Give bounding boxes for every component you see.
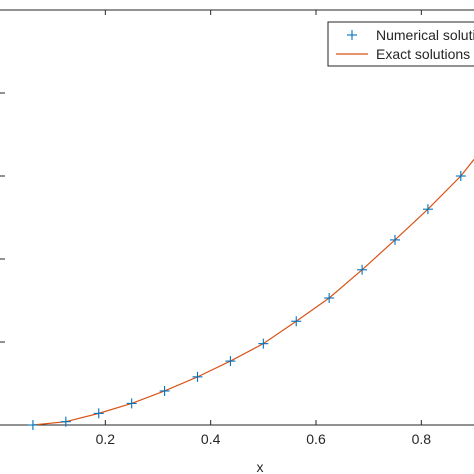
numerical-solution-point [27,420,38,430]
x-ticks: 0.2 0.4 0.6 0.8 [96,10,432,447]
numerical-solution-point [422,204,433,215]
legend-entry-label: Numerical solutions [376,27,474,43]
x-tick-label: 0.2 [96,431,116,447]
plot-area [27,159,474,430]
axes [0,9,474,426]
numerical-solution-point [192,371,203,382]
numerical-solution-point [126,398,137,409]
numerical-solution-point [455,171,466,181]
x-tick-label: 0.4 [201,431,221,447]
legend-box [327,21,474,67]
legend: Numerical solutions Exact solutions [327,21,474,67]
numerical-solution-point [60,416,71,427]
x-axis-label: x [257,459,264,474]
numerical-solution-point [291,316,302,327]
numerical-solution-point [258,338,269,349]
numerical-solution-point [93,408,104,419]
y-ticks [0,92,5,343]
numerical-solution-point [225,356,236,367]
x-tick-label: 0.6 [306,431,326,447]
numerical-solution-point [159,385,170,396]
x-tick-label: 0.8 [412,431,432,447]
numerical-solution-point [324,293,335,304]
numerical-solution-point [390,234,400,245]
legend-entry-label: Exact solutions [376,46,470,62]
numerical-solution-point [357,264,368,275]
